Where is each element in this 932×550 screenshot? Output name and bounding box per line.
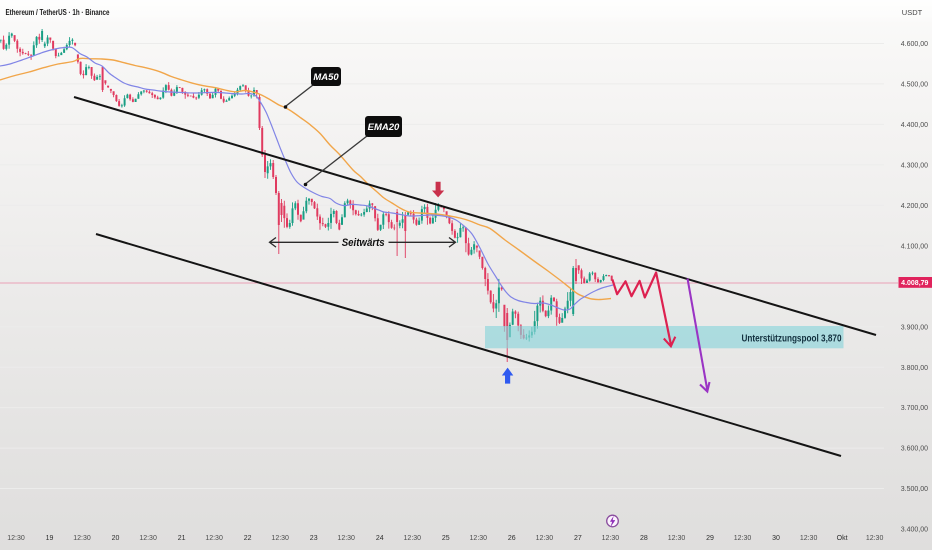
svg-text:USDT: USDT bbox=[902, 8, 923, 17]
svg-text:4.300,00: 4.300,00 bbox=[901, 163, 928, 170]
svg-text:12:30: 12:30 bbox=[800, 535, 818, 542]
svg-text:12:30: 12:30 bbox=[602, 535, 620, 542]
svg-text:4.400,00: 4.400,00 bbox=[901, 122, 928, 129]
svg-text:12:30: 12:30 bbox=[7, 535, 25, 542]
svg-text:23: 23 bbox=[310, 535, 318, 542]
svg-text:12:30: 12:30 bbox=[271, 535, 289, 542]
svg-text:29: 29 bbox=[706, 535, 714, 542]
svg-text:12:30: 12:30 bbox=[866, 535, 884, 542]
svg-text:Unterstützungspool 3,870: Unterstützungspool 3,870 bbox=[742, 334, 842, 345]
svg-text:12:30: 12:30 bbox=[337, 535, 355, 542]
svg-text:EMA20: EMA20 bbox=[368, 122, 400, 133]
svg-text:4.500,00: 4.500,00 bbox=[901, 82, 928, 89]
svg-text:12:30: 12:30 bbox=[73, 535, 91, 542]
svg-text:4.200,00: 4.200,00 bbox=[901, 203, 928, 210]
svg-text:12:30: 12:30 bbox=[734, 535, 752, 542]
svg-text:27: 27 bbox=[574, 535, 582, 542]
svg-text:3.600,00: 3.600,00 bbox=[901, 446, 928, 453]
svg-text:12:30: 12:30 bbox=[470, 535, 488, 542]
svg-text:22: 22 bbox=[244, 535, 252, 542]
svg-text:Seitwärts: Seitwärts bbox=[342, 237, 385, 249]
svg-text:21: 21 bbox=[178, 535, 186, 542]
svg-text:19: 19 bbox=[46, 535, 54, 542]
svg-text:Okt: Okt bbox=[837, 535, 848, 542]
svg-text:4.600,00: 4.600,00 bbox=[901, 41, 928, 48]
svg-text:MA50: MA50 bbox=[313, 72, 339, 83]
svg-text:Ethereum / TetherUS · 1h · Bin: Ethereum / TetherUS · 1h · Binance bbox=[6, 7, 110, 17]
svg-text:3.800,00: 3.800,00 bbox=[901, 365, 928, 372]
svg-text:12:30: 12:30 bbox=[536, 535, 554, 542]
svg-text:12:30: 12:30 bbox=[139, 535, 157, 542]
svg-text:12:30: 12:30 bbox=[404, 535, 422, 542]
svg-text:3.700,00: 3.700,00 bbox=[901, 405, 928, 412]
svg-text:4.100,00: 4.100,00 bbox=[901, 243, 928, 250]
svg-text:30: 30 bbox=[772, 535, 780, 542]
svg-text:4.008,79: 4.008,79 bbox=[901, 280, 928, 287]
svg-text:12:30: 12:30 bbox=[668, 535, 686, 542]
svg-text:20: 20 bbox=[112, 535, 120, 542]
svg-text:28: 28 bbox=[640, 535, 648, 542]
svg-text:25: 25 bbox=[442, 535, 450, 542]
svg-text:26: 26 bbox=[508, 535, 516, 542]
svg-text:24: 24 bbox=[376, 535, 384, 542]
svg-text:3.900,00: 3.900,00 bbox=[901, 324, 928, 331]
svg-text:3.500,00: 3.500,00 bbox=[901, 486, 928, 493]
svg-text:12:30: 12:30 bbox=[205, 535, 223, 542]
svg-text:3.400,00: 3.400,00 bbox=[901, 527, 928, 534]
